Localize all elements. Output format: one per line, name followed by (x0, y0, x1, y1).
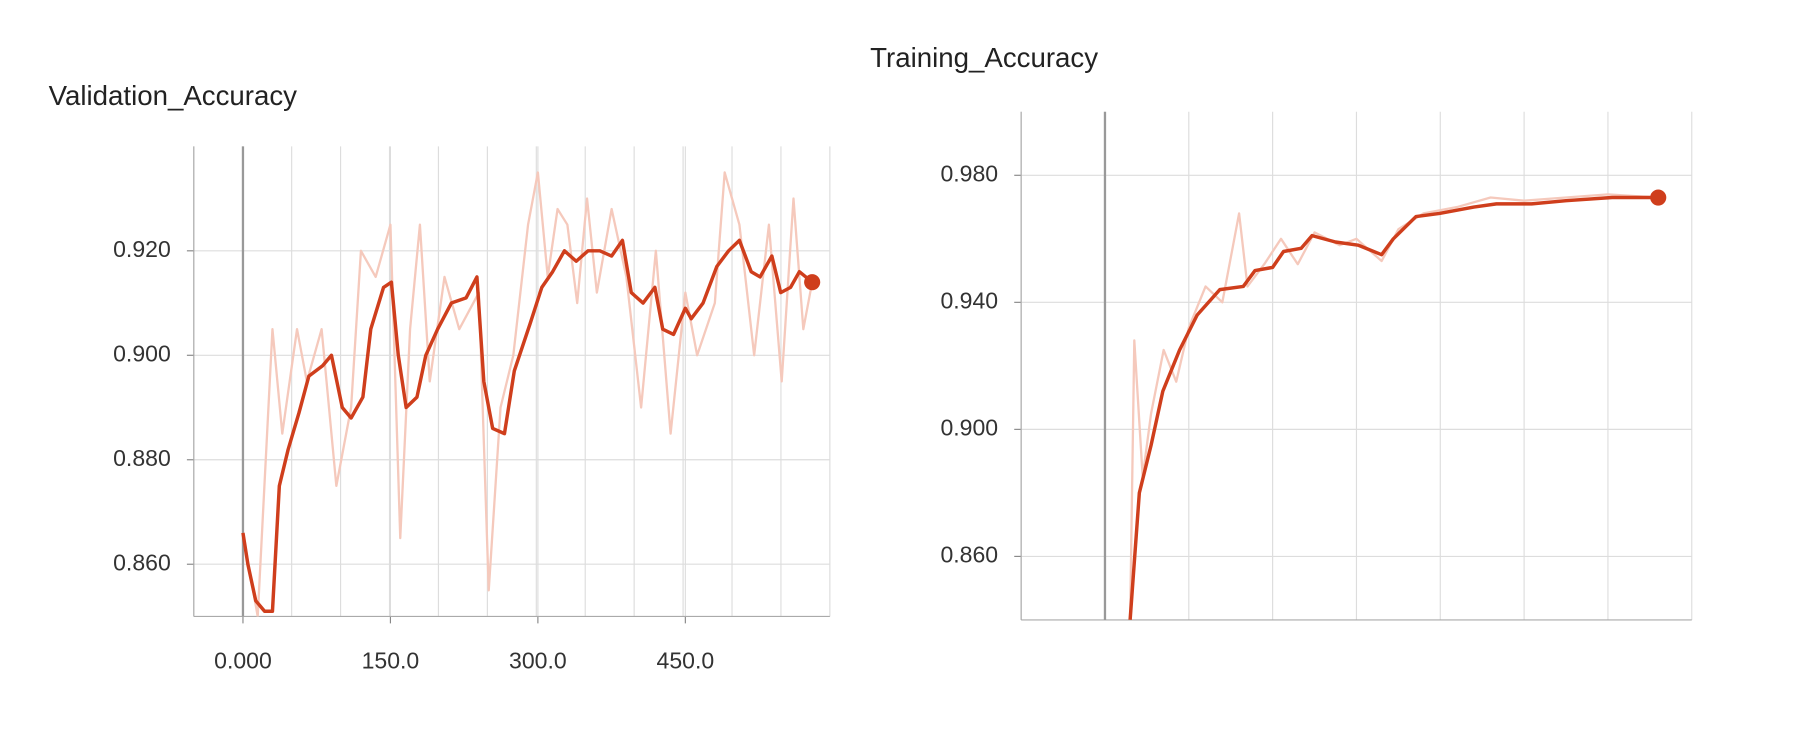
chart-title: Validation_Accuracy (49, 80, 298, 111)
y-tick-label: 0.860 (113, 549, 171, 575)
x-tick-label: 0.000 (214, 648, 272, 674)
series-line (241, 171, 814, 617)
series-line (1128, 195, 1659, 620)
y-tick-label: 0.940 (940, 287, 998, 313)
end-marker (804, 274, 821, 291)
y-tick-label: 0.900 (940, 414, 998, 440)
x-tick-label: 150.0 (362, 648, 420, 674)
series-line (241, 238, 814, 613)
end-marker (1650, 189, 1667, 206)
y-tick-label: 0.860 (940, 541, 998, 567)
x-tick-label: 450.0 (657, 648, 715, 674)
y-tick-label: 0.920 (113, 236, 171, 262)
y-tick-label: 0.880 (113, 445, 171, 471)
x-tick-label: 300.0 (509, 648, 567, 674)
y-tick-label: 0.900 (113, 340, 171, 366)
chart-title: Training_Accuracy (870, 42, 1098, 73)
y-tick-label: 0.980 (940, 160, 998, 186)
